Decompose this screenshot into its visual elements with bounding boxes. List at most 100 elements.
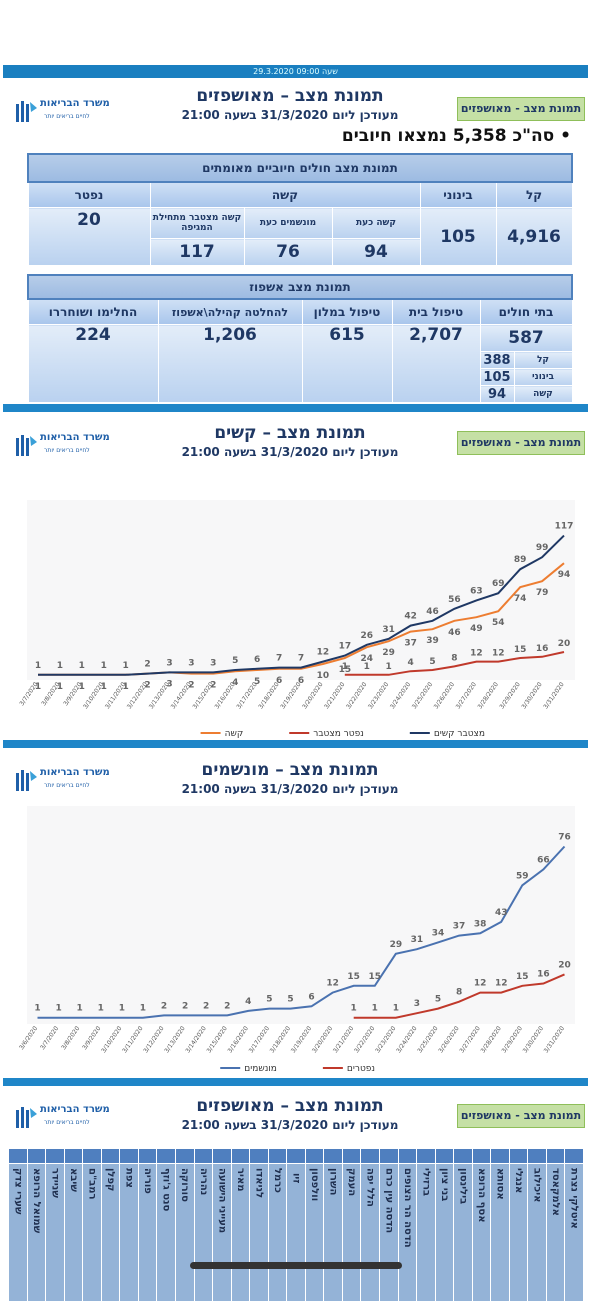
hospital-name: שניידר — [49, 1168, 61, 1198]
hospital-name: בילינסון — [457, 1168, 469, 1205]
hospital-cell: נהריה — [193, 1163, 214, 1302]
plot-area — [27, 806, 575, 1024]
data-label: 15 — [516, 972, 529, 982]
data-label: 63 — [470, 586, 483, 596]
sub-label: קשה מצטבר מתחילת המגיפה — [149, 207, 245, 239]
slide-subtitle: מעודכן ליום 31/3/2020 בשעה 21:00 — [181, 108, 399, 122]
hospital-cell: אנגלי — [508, 1163, 529, 1302]
data-label: 6 — [276, 676, 282, 686]
logo-text: משרד הבריאות — [40, 98, 110, 109]
data-label: 46 — [426, 607, 439, 617]
hospital-cell: בילינסון — [453, 1163, 473, 1302]
hospital-cell: ברזילי — [416, 1163, 436, 1302]
hospital-cell: אסף הרופא — [471, 1163, 492, 1302]
data-label: 29 — [390, 940, 403, 950]
header-cell — [249, 1148, 269, 1164]
data-label: 1 — [393, 1004, 399, 1014]
header-cell — [174, 1148, 195, 1164]
date-strip: 29.3.2020 שעה 09:00 — [3, 65, 588, 78]
legend-label: נפטר מצטבר — [313, 729, 364, 739]
hospital-name: צפת — [123, 1168, 135, 1188]
data-label: 66 — [537, 855, 550, 865]
hospital-cell: רמב"ם — [82, 1163, 102, 1302]
hospital-name: רמב"ם — [86, 1168, 98, 1200]
x-tick-label: 3/27/2020 — [458, 1025, 481, 1054]
data-label: 1 — [35, 661, 41, 671]
data-label: 2 — [144, 660, 150, 670]
data-label: 17 — [339, 642, 352, 652]
series-line — [37, 845, 566, 1019]
data-label: 8 — [451, 653, 457, 663]
data-label: 37 — [404, 639, 417, 649]
data-label: 29 — [382, 648, 395, 658]
data-label: 12 — [495, 979, 508, 989]
data-label: 5 — [232, 656, 238, 666]
legend-label: קשה — [225, 729, 244, 739]
hospital-name: איטלקי נצרת — [568, 1168, 580, 1229]
header-cell — [26, 1148, 47, 1164]
data-label: 1 — [351, 1004, 357, 1014]
data-label: 1 — [123, 682, 129, 692]
data-label: 6 — [298, 676, 304, 686]
cell-value: 587 — [479, 324, 573, 352]
data-label: 1 — [98, 1004, 104, 1014]
data-label: 4 — [232, 678, 238, 688]
cell-value: 94 — [479, 385, 515, 403]
header-cell — [453, 1148, 473, 1164]
hospitalization-table: תמונת מצב אשפוז בתי חולים טיפול בית טיפו… — [27, 274, 573, 403]
header-cell — [545, 1148, 566, 1164]
data-label: 12 — [326, 979, 339, 989]
data-label: 15 — [347, 972, 360, 982]
hospital-name: הדסה הר הצופים — [401, 1168, 413, 1248]
header-cell — [397, 1148, 418, 1164]
slide-title: תמונת מצב – מונשמים — [201, 760, 379, 780]
badge: תמונת מצב - מאושפזים — [457, 431, 585, 455]
plot-area — [27, 500, 575, 680]
cell-value: 615 — [301, 324, 393, 403]
data-label: 1 — [101, 682, 107, 692]
x-tick-label: 3/12/2020 — [142, 1025, 165, 1054]
x-tick-label: 3/27/2020 — [455, 681, 478, 710]
cell-value: 117 — [149, 238, 245, 266]
data-label: 15 — [369, 972, 382, 982]
series-line — [38, 534, 565, 676]
sub-label: בינוני — [513, 368, 573, 386]
hospital-name: השרון — [327, 1168, 339, 1196]
data-label: 38 — [474, 919, 487, 929]
data-label: 2 — [210, 681, 216, 691]
logo: משרד הבריאות לחיים בריאים יותר — [14, 430, 110, 464]
x-tick-label: 3/25/2020 — [416, 1025, 439, 1054]
cell-value: 1,206 — [157, 324, 303, 403]
data-label: 12 — [492, 649, 505, 659]
hospital-name: אנגלי — [513, 1168, 525, 1194]
cell-value: 20 — [27, 207, 151, 266]
x-tick-label: 3/7/2020 — [39, 1025, 60, 1051]
data-label: 69 — [492, 579, 505, 589]
hospital-name: זיו — [290, 1172, 302, 1183]
data-label: 74 — [514, 594, 527, 604]
data-label: 3 — [166, 679, 172, 689]
col-label: קל — [495, 181, 573, 208]
hospital-name: מעייני הישועה — [216, 1168, 228, 1234]
hospital-name: הדסה עין כרם — [383, 1168, 395, 1234]
hospital-name: שיבא — [67, 1168, 79, 1192]
chart: 3/7/2020 3/8/2020 3/9/20203/10/20203/11/20… — [18, 500, 575, 739]
data-label: 3 — [188, 658, 194, 668]
data-label: 1 — [79, 661, 85, 671]
x-tick-label: 3/26/2020 — [433, 681, 456, 710]
logo-tagline: לחיים בריאים יותר — [44, 447, 90, 454]
logo-text: משרד הבריאות — [40, 1104, 110, 1115]
slide-title: תמונת מצב – מאושפזים — [196, 1096, 384, 1116]
cell-value: 388 — [479, 351, 515, 369]
data-label: 2 — [182, 1001, 188, 1011]
x-tick-label: 3/29/2020 — [501, 1025, 524, 1054]
data-label: 43 — [495, 908, 508, 918]
hospital-cell: צפת — [119, 1163, 139, 1302]
data-label: 117 — [555, 522, 574, 532]
hospital-cell: פוריה — [137, 1163, 158, 1302]
data-label: 39 — [426, 636, 439, 646]
x-tick-label: 3/21/2020 — [332, 1025, 355, 1054]
data-label: 34 — [432, 928, 445, 938]
col-label: טיפול במלון — [301, 298, 393, 325]
x-tick-label: 3/24/2020 — [389, 681, 412, 710]
